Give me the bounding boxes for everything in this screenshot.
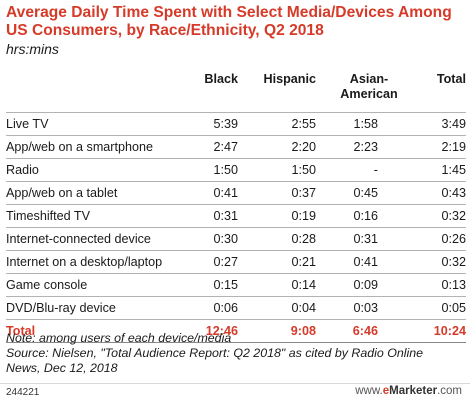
row-label: Internet-connected device: [6, 227, 166, 251]
table-row: Radio 1:50 1:50-1:45: [6, 158, 466, 182]
row-label: DVD/Blu-ray device: [6, 296, 166, 320]
source-line-continued: News, Dec 12, 2018: [6, 361, 118, 375]
row-label: Live TV: [6, 112, 166, 136]
chart-id: 244221: [6, 387, 40, 398]
value-asian-american: 0:45: [324, 181, 414, 205]
row-label: App/web on a smartphone: [6, 135, 166, 159]
brand-prefix: www.: [355, 385, 383, 397]
brand-suffix: .com: [437, 385, 462, 397]
brand-name: Marketer: [389, 385, 438, 397]
value-hispanic: 0:19: [246, 204, 324, 228]
value-black: 0:27: [166, 250, 246, 274]
value-hispanic: 2:55: [246, 112, 324, 136]
value-asian-american: 2:23: [324, 135, 414, 159]
table-row: Game console 0:15 0:14 0:09 0:13: [6, 273, 466, 297]
value-total: 1:45: [414, 158, 466, 182]
value-asian-american: 1:58: [324, 112, 414, 136]
table-row: DVD/Blu-ray device 0:06 0:04 0:03 0:05: [6, 296, 466, 320]
emarketer-logo: www.eMarketer.com: [355, 385, 462, 397]
total-row: Total 12:46 9:08 6:46 10:24: [6, 319, 466, 343]
value-hispanic: 0:37: [246, 181, 324, 205]
note-line: Note: among users of each device/media: [6, 331, 232, 345]
footer-divider: [0, 383, 470, 384]
value-hispanic: 1:50: [246, 158, 324, 182]
data-table: Black Hispanic Asian-American Total Live…: [6, 72, 466, 343]
header-row: Black Hispanic Asian-American Total: [6, 72, 466, 113]
value-asian-american: 0:16: [324, 204, 414, 228]
value-hispanic: 0:04: [246, 296, 324, 320]
notes: Note: among users of each device/media S…: [6, 331, 456, 376]
value-asian-american: 0:41: [324, 250, 414, 274]
value-hispanic: 0:14: [246, 273, 324, 297]
value-asian-american: 0:03: [324, 296, 414, 320]
value-black: 0:31: [166, 204, 246, 228]
table-row: Live TV 5:39 2:55 1:58 3:49: [6, 112, 466, 136]
row-label: Radio: [6, 158, 166, 182]
row-label: App/web on a tablet: [6, 181, 166, 205]
value-hispanic: 0:28: [246, 227, 324, 251]
col-header-black: Black: [204, 72, 238, 86]
chart-title: Average Daily Time Spent with Select Med…: [6, 4, 452, 39]
table-row: Internet on a desktop/laptop 0:27 0:21 0:41…: [6, 250, 466, 274]
value-black: 2:47: [166, 135, 246, 159]
table-row: Timeshifted TV 0:31 0:19 0:16 0:32: [6, 204, 466, 228]
value-asian-american: 0:09: [324, 273, 414, 297]
value-total: 10:24: [414, 319, 466, 343]
chart-subtitle: hrs:mins: [6, 41, 59, 57]
value-black: 5:39: [166, 112, 246, 136]
value-asian-american: 6:46: [324, 319, 414, 343]
value-total: 3:49: [414, 112, 466, 136]
table-row: Internet-connected device 0:30 0:28 0:31 0:2…: [6, 227, 466, 251]
col-header-hispanic: Hispanic: [263, 72, 317, 86]
value-total: 2:19: [414, 135, 466, 159]
col-header-total: Total: [436, 72, 466, 86]
value-total: 0:13: [414, 273, 466, 297]
value-black: 12:46: [166, 319, 246, 343]
header-label-blank: [6, 72, 166, 113]
value-black: 0:30: [166, 227, 246, 251]
value-black: 0:15: [166, 273, 246, 297]
value-hispanic: 9:08: [246, 319, 324, 343]
value-asian-american: -: [324, 158, 414, 182]
col-header-asian-american-text: Asian-American: [340, 72, 398, 101]
value-total: 0:32: [414, 250, 466, 274]
value-black: 0:06: [166, 296, 246, 320]
source-line: Source: Nielsen, "Total Audience Report:…: [6, 346, 424, 360]
value-black: 1:50: [166, 158, 246, 182]
value-asian-american: 0:31: [324, 227, 414, 251]
row-label: Total: [6, 319, 166, 343]
value-total: 0:26: [414, 227, 466, 251]
row-label: Internet on a desktop/laptop: [6, 250, 166, 274]
table-body: Live TV 5:39 2:55 1:58 3:49 App/web on a smar…: [6, 112, 466, 343]
value-total: 0:32: [414, 204, 466, 228]
value-black: 0:41: [166, 181, 246, 205]
row-label: Timeshifted TV: [6, 204, 166, 228]
col-header-asian-american: Asian-American: [324, 72, 414, 113]
table-row: App/web on a tablet 0:41 0:37 0:45 0:43: [6, 181, 466, 205]
row-label: Game console: [6, 273, 166, 297]
value-total: 0:05: [414, 296, 466, 320]
value-total: 0:43: [414, 181, 466, 205]
value-hispanic: 2:20: [246, 135, 324, 159]
value-hispanic: 0:21: [246, 250, 324, 274]
brand-e: e: [382, 385, 390, 397]
table-row: App/web on a smartphone 2:47 2:20 2:23 2:19: [6, 135, 466, 159]
